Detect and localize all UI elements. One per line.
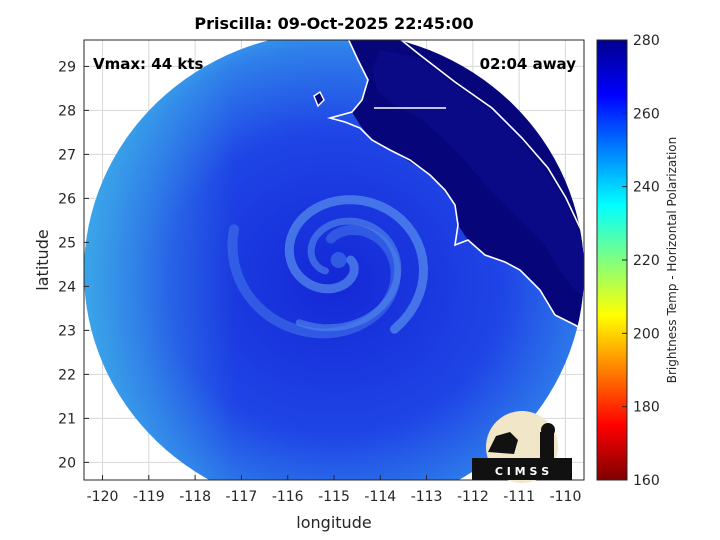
y-tick-label: 24 bbox=[58, 279, 76, 295]
x-tick-label: -113 bbox=[411, 489, 443, 505]
gulf-water bbox=[372, 50, 584, 300]
storm-eye bbox=[330, 252, 347, 268]
x-tick-label: -120 bbox=[87, 489, 119, 505]
colorbar-tick-label: 180 bbox=[633, 400, 660, 416]
logo-bar bbox=[472, 458, 572, 480]
x-tick-label: -119 bbox=[133, 489, 165, 505]
logo-tower-top-icon bbox=[541, 423, 555, 437]
y-axis-label: latitude bbox=[33, 229, 52, 290]
x-tick-label: -112 bbox=[457, 489, 489, 505]
vmax-annotation: Vmax: 44 kts bbox=[93, 55, 203, 73]
colorbar-label: Brightness Temp - Horizontal Polarizatio… bbox=[665, 137, 679, 384]
x-tick-label: -111 bbox=[503, 489, 535, 505]
colorbar-tick-label: 160 bbox=[633, 473, 660, 489]
chart-title: Priscilla: 09-Oct-2025 22:45:00 bbox=[194, 14, 473, 33]
y-tick-label: 20 bbox=[58, 455, 76, 471]
storm-spiral bbox=[227, 195, 429, 339]
colorbar-tick-label: 220 bbox=[633, 253, 660, 269]
colorbar-tick-label: 200 bbox=[633, 326, 660, 342]
spiral-band-2 bbox=[295, 217, 402, 332]
y-tick-label: 22 bbox=[58, 367, 76, 383]
y-tick-label: 29 bbox=[58, 59, 76, 75]
y-tick-label: 25 bbox=[58, 235, 76, 251]
colorbar-ticks: 160 180 200 220 240 260 280 bbox=[622, 33, 660, 489]
time-away-annotation: 02:04 away bbox=[480, 55, 577, 73]
x-axis-label: longitude bbox=[296, 513, 371, 532]
spiral-band-3 bbox=[227, 224, 401, 339]
y-axis: 20 21 22 23 24 25 26 27 28 29 bbox=[58, 59, 89, 471]
y-tick-label: 23 bbox=[58, 323, 76, 339]
y-tick-label: 27 bbox=[58, 147, 76, 163]
x-axis: -120 -119 -118 -117 -116 -115 -114 -113 -112 -111… bbox=[87, 475, 582, 505]
spiral-band-1 bbox=[284, 195, 429, 334]
y-tick-label: 28 bbox=[58, 103, 76, 119]
x-tick-label: -114 bbox=[364, 489, 396, 505]
coastline-mainland bbox=[394, 40, 584, 261]
y-tick-label: 21 bbox=[58, 411, 76, 427]
y-tick-label: 26 bbox=[58, 191, 76, 207]
x-tick-label: -116 bbox=[272, 489, 304, 505]
colorbar-tick-label: 260 bbox=[633, 106, 660, 122]
brightness-image bbox=[84, 40, 584, 480]
coastline bbox=[326, 40, 584, 331]
logo-tower-icon bbox=[540, 432, 554, 458]
island bbox=[313, 90, 325, 108]
logo-dish-icon bbox=[488, 432, 518, 454]
x-tick-label: -115 bbox=[318, 489, 350, 505]
cimss-logo: C I M S S bbox=[472, 411, 572, 483]
colorbar-tick-label: 240 bbox=[633, 180, 660, 196]
x-tick-label: -118 bbox=[179, 489, 211, 505]
x-tick-label: -117 bbox=[226, 489, 258, 505]
logo-text: C I M S S bbox=[495, 465, 549, 478]
colorbar-tick-label: 280 bbox=[633, 33, 660, 49]
x-tick-label: -110 bbox=[550, 489, 582, 505]
